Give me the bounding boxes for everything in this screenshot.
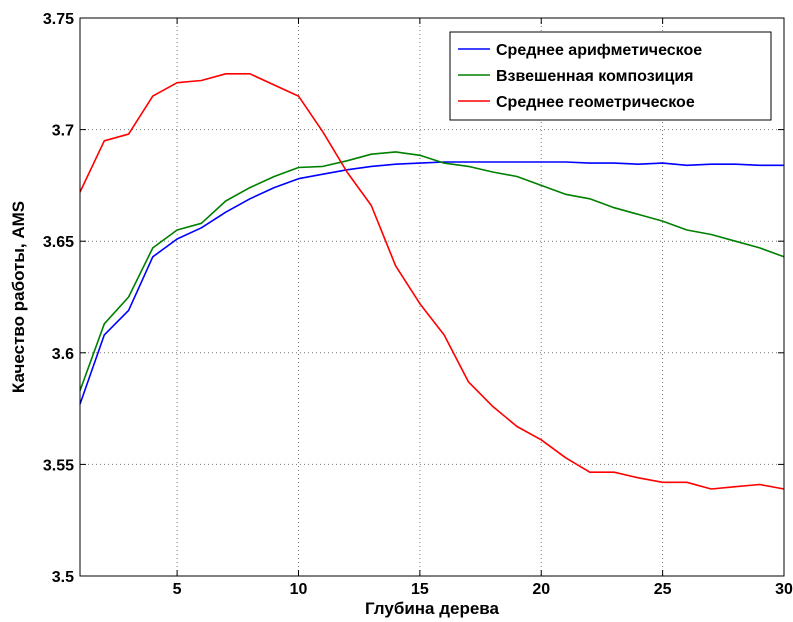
x-tick-label: 25 [654,581,672,598]
x-tick-label: 15 [411,581,429,598]
x-tick-label: 5 [173,581,182,598]
x-axis-label: Глубина дерева [365,599,500,618]
series-line-3 [79,73,785,490]
x-tick-label: 20 [532,581,550,598]
y-tick-label: 3.55 [43,457,74,474]
legend-label-2: Взвешенная композиция [496,68,694,85]
y-tick-label: 3.6 [52,346,74,363]
legend-label-3: Среднее геометрическое [496,94,695,111]
plot-frame [79,17,785,577]
legend: Среднее арифметическое Взвешенная компози… [449,31,772,121]
axis-ticks: 5 10 15 20 25 30 3.5 3.55 3.6 3.65 3.7 3.75 [43,11,793,598]
legend-box [449,31,772,121]
y-tick-label: 3.7 [52,123,74,140]
legend-label-1: Среднее арифметическое [496,42,702,59]
x-tick-label: 10 [290,581,308,598]
y-tick-label: 3.75 [43,11,74,28]
series-line-2 [79,151,785,391]
x-tick-label: 30 [775,581,793,598]
y-tick-label: 3.65 [43,234,74,251]
series-lines [79,73,785,490]
series-line-1 [79,161,784,405]
y-tick-label: 3.5 [52,569,74,586]
y-axis-label: Качество работы, AMS [9,201,28,393]
